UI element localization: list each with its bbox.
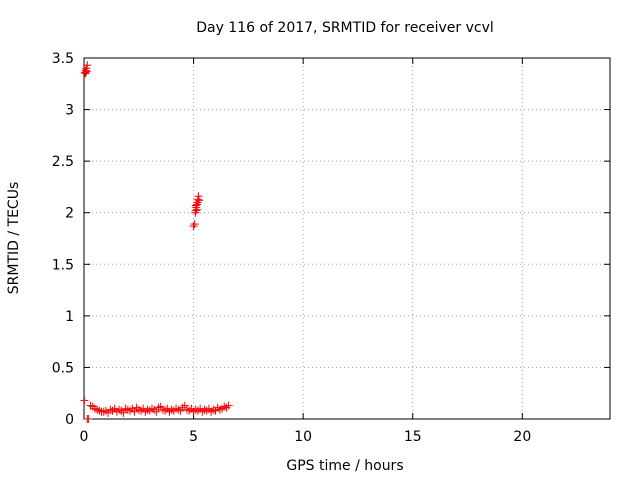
y-tick-label: 0 <box>65 412 74 428</box>
data-point <box>194 192 203 201</box>
data-point <box>84 415 93 423</box>
data-point <box>82 67 91 76</box>
y-tick-label: 0.5 <box>52 360 74 376</box>
y-tick-label: 2 <box>65 206 74 222</box>
data-point <box>180 401 189 410</box>
x-tick-label: 20 <box>513 429 531 445</box>
x-tick-label: 5 <box>189 429 198 445</box>
data-point <box>189 222 198 231</box>
data-point <box>134 405 143 414</box>
data-point <box>202 406 211 415</box>
plot-frame <box>83 57 611 420</box>
data-points <box>80 61 233 423</box>
data-point <box>130 407 139 416</box>
data-point <box>174 405 183 414</box>
data-point <box>152 407 161 416</box>
x-tick-label: 0 <box>80 429 89 445</box>
x-tick-label: 15 <box>404 429 422 445</box>
y-tick-label: 2.5 <box>52 154 74 170</box>
data-point <box>222 403 231 412</box>
y-tick-label: 3.5 <box>52 51 74 67</box>
data-point <box>99 407 108 416</box>
y-axis-label: SRMTID / TECUs <box>6 182 22 295</box>
data-point <box>81 69 90 78</box>
data-point <box>108 406 117 415</box>
data-point <box>190 220 199 229</box>
data-point <box>191 201 200 210</box>
data-point <box>200 405 209 414</box>
data-point <box>192 205 201 214</box>
y-tick-label: 1 <box>65 309 74 325</box>
data-point <box>80 396 89 405</box>
data-point <box>83 61 92 70</box>
tick-layer: 0 0.5 1 1.5 2 2.5 3 3.5 0 5 10 15 20 <box>52 51 610 445</box>
data-point <box>193 406 202 415</box>
data-point <box>119 408 128 417</box>
data-point <box>117 406 126 415</box>
grid-layer <box>84 58 610 419</box>
x-tick-label: 10 <box>294 429 312 445</box>
data-point <box>145 406 154 415</box>
data-point <box>224 401 233 410</box>
x-axis-label: GPS time / hours <box>286 458 403 474</box>
chart-title: Day 116 of 2017, SRMTID for receiver vcv… <box>196 20 494 36</box>
y-tick-label: 1.5 <box>52 257 74 273</box>
data-point <box>183 405 192 414</box>
y-tick-label: 3 <box>65 103 74 119</box>
data-point <box>191 405 200 414</box>
data-point <box>195 196 204 205</box>
